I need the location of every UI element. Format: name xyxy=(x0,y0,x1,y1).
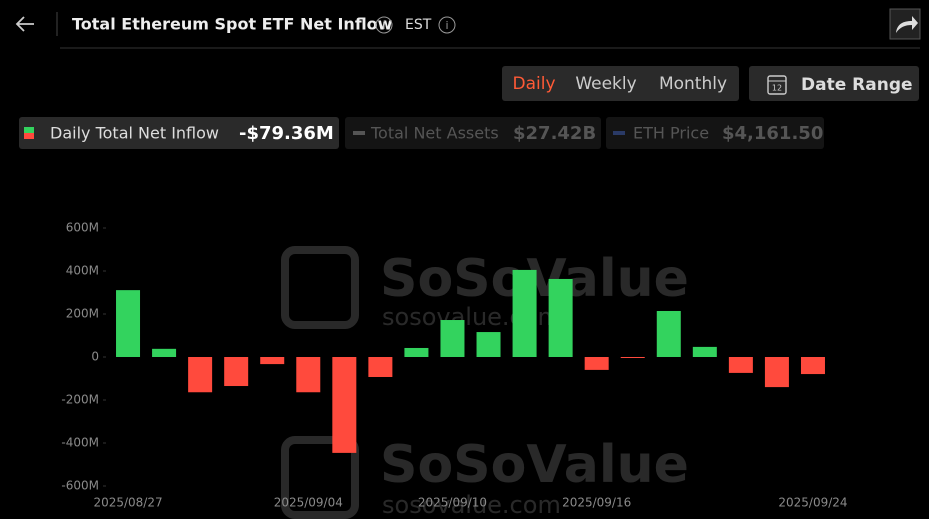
bar xyxy=(476,332,501,357)
back-button[interactable] xyxy=(15,16,34,32)
y-tick-label: -200M xyxy=(61,393,99,407)
legend-swatch xyxy=(24,127,34,133)
bar xyxy=(332,357,357,453)
tab[interactable]: Monthly xyxy=(659,74,727,94)
date-range-button[interactable]: 12 Date Range xyxy=(749,66,919,101)
x-tick-label: 2025/09/16 xyxy=(562,496,631,510)
back-icon xyxy=(15,16,34,32)
legend-chip[interactable] xyxy=(345,117,601,149)
timezone[interactable]: EST xyxy=(405,17,432,33)
bar xyxy=(440,320,465,357)
y-tick-label: -400M xyxy=(61,436,99,450)
bar xyxy=(548,278,573,357)
legend-swatch xyxy=(24,133,34,139)
x-tick-label: 2025/08/27 xyxy=(93,496,162,510)
tab-group xyxy=(502,66,739,101)
watermark: SoSoValue sosovalue.com SoSoValue sosova… xyxy=(281,246,689,519)
bar xyxy=(728,357,753,373)
legend-chip[interactable] xyxy=(19,117,339,149)
bar xyxy=(260,357,285,365)
legend-name: ETH Price xyxy=(633,124,709,143)
bar xyxy=(296,357,321,393)
legend-chip[interactable] xyxy=(606,117,824,149)
bar xyxy=(404,347,429,357)
legend-swatch xyxy=(353,131,365,135)
tab[interactable]: Weekly xyxy=(575,74,636,94)
bar xyxy=(800,357,825,375)
date-range-label: Date Range xyxy=(801,75,913,95)
y-tick-label: 600M xyxy=(66,221,99,235)
legend-value: -$79.36M xyxy=(239,123,334,144)
svg-text:i: i xyxy=(445,19,448,32)
legend-value: $27.42B xyxy=(513,123,596,144)
legend-value: $4,161.50 xyxy=(722,123,823,144)
legend-swatch xyxy=(613,131,625,135)
share-button[interactable] xyxy=(889,8,921,40)
bar xyxy=(692,346,717,357)
legend-name: Total Net Assets xyxy=(370,124,499,143)
watermark-brand: SoSoValue xyxy=(380,435,689,495)
calendar-icon xyxy=(767,75,787,95)
watermark-url: sosovalue.com xyxy=(382,491,561,519)
y-tick-label: 400M xyxy=(66,264,99,278)
svg-text:i: i xyxy=(382,19,385,32)
y-tick-label: 0 xyxy=(91,350,99,364)
bar xyxy=(584,357,609,370)
bar xyxy=(116,290,141,357)
y-tick-label: -600M xyxy=(61,479,99,493)
tab[interactable]: Daily xyxy=(512,74,555,94)
bar xyxy=(620,357,645,358)
info-icon[interactable]: i xyxy=(375,16,393,34)
bar xyxy=(368,357,393,377)
bar xyxy=(512,269,537,357)
x-tick-label: 2025/09/24 xyxy=(778,496,847,510)
bar xyxy=(152,348,177,357)
y-tick-label: 200M xyxy=(66,307,99,321)
info-icon[interactable]: i xyxy=(438,16,456,34)
bar xyxy=(656,310,681,357)
x-tick-label: 2025/09/10 xyxy=(418,496,487,510)
page-title: Total Ethereum Spot ETF Net Inflow xyxy=(72,15,393,34)
bar xyxy=(764,357,789,388)
x-tick-label: 2025/09/04 xyxy=(274,496,343,510)
bar xyxy=(188,357,213,393)
calendar-day: 12 xyxy=(772,84,782,93)
legend-name: Daily Total Net Inflow xyxy=(50,124,219,143)
bar xyxy=(224,357,249,387)
